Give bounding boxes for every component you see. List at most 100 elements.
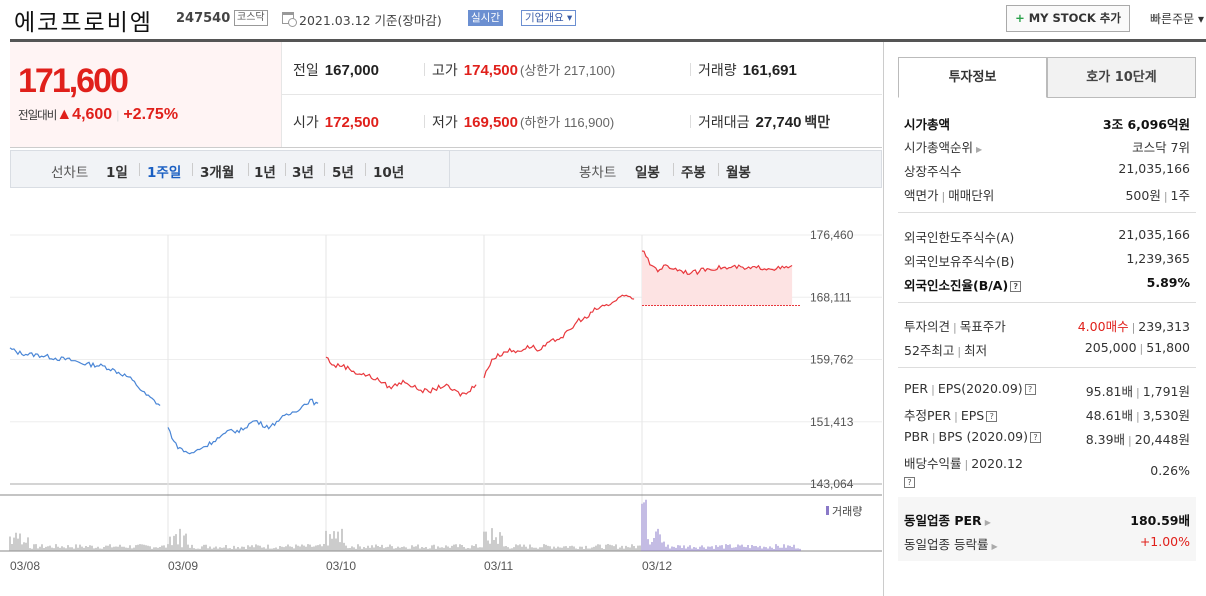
price-line-03-12 bbox=[641, 250, 793, 276]
tab-separator bbox=[324, 163, 325, 176]
change-label: 전일대비 bbox=[18, 110, 57, 122]
tab-1w[interactable]: 1주일 bbox=[147, 165, 182, 181]
tab-separator bbox=[365, 163, 366, 176]
tab-separator bbox=[718, 163, 719, 176]
tab-separator bbox=[285, 163, 286, 176]
current-price-box: 171,600 전일대비▲4,600 | +2.75% bbox=[10, 42, 282, 147]
tab-10y[interactable]: 10년 bbox=[373, 165, 405, 181]
foreign-limit-row: 외국인한도주식수(A) 21,035,166 bbox=[904, 227, 1190, 245]
day-low: 저가 169,500 (하한가 116,900) bbox=[432, 114, 615, 131]
y-tick-label: 151,413 bbox=[810, 415, 854, 429]
price-chart-svg: 176,460 168,111 159,762 151,413 143,064 거래량 03… bbox=[0, 228, 882, 573]
section-divider bbox=[898, 367, 1196, 368]
y-tick-label: 159,762 bbox=[810, 353, 854, 367]
tab-invest-info[interactable]: 투자정보 bbox=[898, 57, 1047, 98]
add-my-stock-label: MY STOCK 추가 bbox=[1024, 11, 1121, 25]
tab-1y[interactable]: 1년 bbox=[254, 165, 276, 181]
volume: 거래량 161,691 bbox=[698, 62, 797, 79]
y-tick-label: 168,111 bbox=[810, 290, 852, 304]
forward-per-row: 추정PER | EPS? 48.61배 | 3,530원 bbox=[904, 408, 1190, 423]
help-icon[interactable]: ? bbox=[986, 411, 998, 422]
header-divider bbox=[10, 39, 1206, 42]
industry-change-row[interactable]: 동일업종 등락률 ▶ +1.00% bbox=[904, 534, 1190, 552]
price-line-03-10 bbox=[325, 356, 477, 398]
add-my-stock-button[interactable]: + MY STOCK 추가 bbox=[1006, 5, 1130, 32]
market-cap-rank-row[interactable]: 시가총액순위 ▶ 코스닥 7위 bbox=[904, 140, 1190, 155]
week52-row: 52주최고 | 최저 205,000 | 51,800 bbox=[904, 340, 1190, 358]
x-tick-label: 03/11 bbox=[484, 559, 513, 573]
plus-icon: + bbox=[1015, 11, 1025, 25]
pbr-row: PBR | BPS (2020.09)? 8.39배 | 20,448원 bbox=[904, 429, 1190, 447]
tab-separator bbox=[673, 163, 674, 176]
quick-order-dropdown[interactable]: 빠른주문 ▾ bbox=[1150, 12, 1204, 26]
caret-right-icon: ▶ bbox=[991, 542, 998, 551]
tab-monthly[interactable]: 월봉 bbox=[726, 165, 751, 181]
tab-1d[interactable]: 1일 bbox=[106, 165, 128, 181]
price-chart: 176,460 168,111 159,762 151,413 143,064 거래량 03… bbox=[0, 190, 882, 596]
line-chart-label: 선차트 bbox=[51, 165, 89, 181]
price-line-03-11 bbox=[483, 294, 635, 379]
foreign-ratio-row: 외국인소진율(B/A)? 5.89% bbox=[904, 275, 1190, 293]
volume-legend-swatch bbox=[826, 506, 829, 515]
help-icon[interactable]: ? bbox=[904, 477, 915, 488]
listed-shares-row: 상장주식수 21,035,166 bbox=[904, 161, 1190, 179]
x-tick-label: 03/09 bbox=[168, 559, 198, 573]
market-badge: 코스닥 bbox=[234, 10, 268, 26]
prev-close: 전일 167,000 bbox=[293, 62, 379, 79]
x-tick-label: 03/08 bbox=[10, 559, 40, 573]
quote-row-divider bbox=[282, 94, 882, 95]
company-name: 에코프로비엠 bbox=[14, 10, 153, 36]
industry-box bbox=[898, 497, 1196, 561]
invest-tabs: 투자정보 호가 10단계 bbox=[898, 57, 1196, 98]
realtime-button[interactable]: 실시간 bbox=[468, 10, 503, 26]
price-line-03-08 bbox=[9, 347, 161, 406]
help-icon[interactable]: ? bbox=[1010, 281, 1022, 292]
quote-separator bbox=[424, 115, 425, 128]
chart-period-tabs: 선차트 1일 1주일 3개월 1년 3년 5년 10년 봉차트 일봉 주봉 월봉 bbox=[10, 150, 882, 188]
y-tick-label: 176,460 bbox=[810, 228, 854, 242]
candle-chart-label: 봉차트 bbox=[579, 165, 617, 181]
quote-separator bbox=[690, 63, 691, 76]
price-change: 전일대비▲4,600 | +2.75% bbox=[18, 106, 178, 124]
calendar-clock-icon bbox=[282, 12, 297, 27]
trade-amount: 거래대금 27,740 백만 bbox=[698, 114, 831, 131]
quote-separator bbox=[690, 115, 691, 128]
base-date: 2021.03.12 기준(장마감) bbox=[299, 13, 442, 28]
invest-info-panel: 투자정보 호가 10단계 시가총액 3조 6,096억원 시가총액순위 ▶ 코스닥 7… bbox=[883, 42, 1206, 596]
tab-daily[interactable]: 일봉 bbox=[635, 165, 660, 181]
tab-group-divider bbox=[449, 151, 450, 187]
par-value-row: 액면가 | 매매단위 500원 | 1주 bbox=[904, 188, 1190, 203]
above-prev-close-area bbox=[642, 249, 793, 306]
tab-order-book[interactable]: 호가 10단계 bbox=[1047, 57, 1196, 98]
tab-3y[interactable]: 3년 bbox=[292, 165, 314, 181]
x-tick-label: 03/12 bbox=[642, 559, 672, 573]
tab-3m[interactable]: 3개월 bbox=[200, 165, 235, 181]
stock-header: 에코프로비엠 247540 코스닥 2021.03.12 기준(장마감) 실시간… bbox=[0, 0, 1206, 40]
quote-separator bbox=[424, 63, 425, 76]
volume-legend-label: 거래량 bbox=[832, 505, 862, 518]
tab-weekly[interactable]: 주봉 bbox=[681, 165, 706, 181]
tab-separator bbox=[248, 163, 249, 176]
company-overview-dropdown[interactable]: 기업개요 ▾ bbox=[521, 10, 577, 26]
quote-bottom-border bbox=[10, 147, 882, 148]
help-icon[interactable]: ? bbox=[1024, 384, 1036, 395]
section-divider bbox=[898, 212, 1196, 213]
help-icon[interactable]: ? bbox=[1030, 432, 1041, 443]
section-divider bbox=[898, 302, 1196, 303]
dividend-row: 배당수익률 | 2020.12? 0.26% bbox=[904, 456, 1190, 488]
change-percent: +2.75% bbox=[123, 106, 179, 123]
current-price: 171,600 bbox=[18, 62, 129, 100]
tab-separator bbox=[139, 163, 140, 176]
caret-right-icon: ▶ bbox=[976, 145, 983, 154]
x-tick-label: 03/10 bbox=[326, 559, 356, 573]
industry-per-row[interactable]: 동일업종 PER ▶ 180.59배 bbox=[904, 513, 1190, 528]
change-separator: | bbox=[116, 108, 120, 122]
open-price: 시가 172,500 bbox=[293, 114, 379, 131]
tab-5y[interactable]: 5년 bbox=[332, 165, 354, 181]
y-tick-label: 143,064 bbox=[810, 477, 854, 491]
per-row: PER | EPS(2020.09)? 95.81배 | 1,791원 bbox=[904, 381, 1190, 399]
foreign-holding-row: 외국인보유주식수(B) 1,239,365 bbox=[904, 251, 1190, 269]
stock-code: 247540 bbox=[176, 11, 231, 26]
opinion-row: 투자의견 | 목표주가 4.00매수 | 239,313 bbox=[904, 319, 1190, 334]
price-line-03-09 bbox=[167, 398, 319, 455]
